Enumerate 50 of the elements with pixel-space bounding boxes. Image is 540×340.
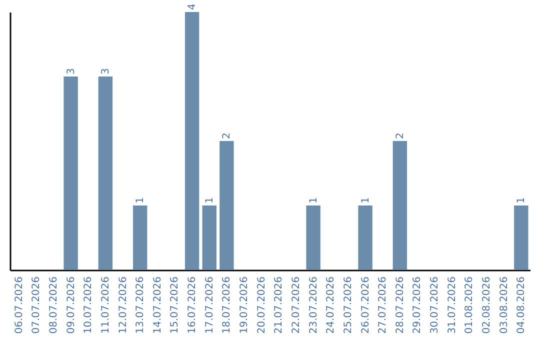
- x-tick-label: 29.07.2026: [412, 276, 424, 334]
- x-tick-label: 24.07.2026: [326, 276, 337, 334]
- data-label: 2: [394, 132, 406, 139]
- x-tick-label: 16.07.2026: [187, 276, 198, 334]
- x-tick-label: 26.07.2026: [360, 276, 372, 334]
- bar: [392, 141, 408, 270]
- x-tick-label: 12.07.2026: [118, 276, 129, 334]
- x-tick-label: 22.07.2026: [290, 276, 302, 334]
- data-label: 3: [100, 68, 112, 74]
- x-tick-label: 08.07.2026: [48, 276, 60, 334]
- bar: [306, 206, 320, 270]
- x-tick-label: 21.07.2026: [274, 276, 285, 334]
- x-tick-label: 15.07.2026: [170, 276, 181, 334]
- x-tick-label: 03.08.2026: [498, 276, 510, 334]
- bar: [220, 141, 234, 270]
- data-label: 1: [135, 197, 146, 204]
- x-tick-label: 27.07.2026: [378, 276, 389, 334]
- x-tick-label: 09.07.2026: [66, 276, 77, 334]
- x-tick-label: 14.07.2026: [152, 276, 164, 334]
- x-tick-label: 07.07.2026: [31, 276, 42, 334]
- bar: [358, 206, 372, 270]
- data-label: 1: [516, 197, 528, 204]
- x-tick-label: 02.08.2026: [482, 276, 493, 334]
- bar: [132, 206, 148, 270]
- x-tick-label: 04.08.2026: [516, 276, 528, 334]
- data-label: 1: [360, 197, 372, 204]
- x-tick-label: 18.07.2026: [222, 276, 233, 334]
- data-label: 1: [204, 197, 216, 204]
- x-tick-label: 17.07.2026: [204, 276, 216, 334]
- bar: [184, 12, 200, 270]
- x-tick-label: 01.08.2026: [464, 276, 476, 334]
- bar: [98, 76, 113, 270]
- x-tick-label: 10.07.2026: [83, 276, 94, 334]
- x-tick-label: 20.07.2026: [256, 276, 268, 334]
- x-tick-label: 23.07.2026: [308, 276, 320, 334]
- bar: [514, 206, 528, 270]
- bar: [64, 76, 78, 270]
- data-label: 3: [66, 68, 77, 74]
- x-tick-label: 11.07.2026: [100, 276, 112, 334]
- x-tick-label: 31.07.2026: [446, 276, 458, 334]
- x-tick-label: 25.07.2026: [342, 276, 354, 334]
- x-tick-label: 13.07.2026: [135, 276, 146, 334]
- x-tick-label: 19.07.2026: [239, 276, 250, 334]
- x-tick-label: 06.07.2026: [14, 276, 25, 334]
- data-label: 2: [222, 132, 233, 139]
- bar: [202, 206, 216, 270]
- data-label: 4: [187, 4, 198, 10]
- data-label: 1: [308, 197, 320, 204]
- x-tick-label: 28.07.2026: [394, 276, 406, 334]
- x-tick-label: 30.07.2026: [430, 276, 441, 334]
